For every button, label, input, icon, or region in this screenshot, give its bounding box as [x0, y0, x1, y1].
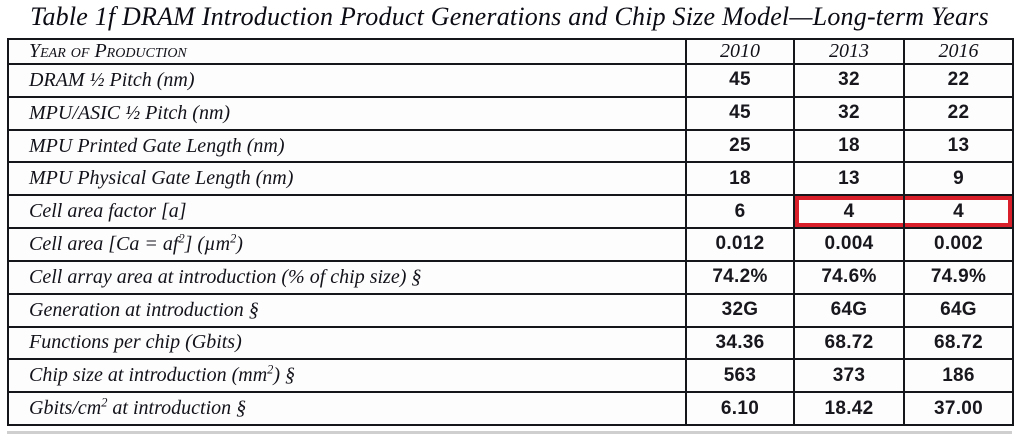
value-cell: 22	[903, 63, 1014, 98]
value-cell: 32G	[685, 292, 795, 328]
row-label: MPU Physical Gate Length (nm)	[7, 161, 687, 197]
value-cell: 74.9%	[903, 259, 1014, 295]
column-header-2010: 2010	[685, 38, 795, 65]
column-header-year-of-production: Year of Production	[7, 38, 687, 65]
table-row-cell-area-factor: Cell area factor [a] 6 4 4	[7, 194, 1014, 230]
table-row: Cell area [Ca = af2] (µm2) 0.012 0.004 0…	[7, 227, 1014, 262]
table-row: Functions per chip (Gbits) 34.36 68.72 6…	[7, 325, 1014, 361]
value-cell: 64G	[903, 292, 1014, 328]
value-cell: 0.012	[685, 227, 795, 262]
row-label: Gbits/cm2 at introduction §	[7, 391, 687, 426]
value-cell: 74.2%	[685, 259, 795, 295]
dram-product-generations-table: Year of Production 2010 2013 2016 DRAM ½…	[7, 38, 1014, 426]
value-cell: 32	[793, 63, 905, 98]
table-row: MPU Physical Gate Length (nm) 18 13 9	[7, 161, 1014, 197]
table-row: Generation at introduction § 32G 64G 64G	[7, 292, 1014, 328]
table-row: MPU Printed Gate Length (nm) 25 18 13	[7, 128, 1014, 164]
value-cell-highlighted: 4	[903, 194, 1014, 230]
value-cell: 64G	[793, 292, 905, 328]
row-label: Cell area factor [a]	[7, 194, 687, 230]
value-cell: 32	[793, 95, 905, 131]
table-title: Table 1f DRAM Introduction Product Gener…	[30, 2, 989, 31]
value-cell: 13	[793, 161, 905, 197]
value-cell: 18	[793, 128, 905, 164]
value-cell: 74.6%	[793, 259, 905, 295]
row-label: MPU Printed Gate Length (nm)	[7, 128, 687, 164]
row-label: Chip size at introduction (mm2) §	[7, 358, 687, 394]
value-cell: 563	[685, 358, 795, 394]
row-label: Functions per chip (Gbits)	[7, 325, 687, 361]
column-header-2016: 2016	[903, 38, 1014, 65]
value-cell: 45	[685, 63, 795, 98]
column-header-2013: 2013	[793, 38, 905, 65]
table-row: Gbits/cm2 at introduction § 6.10 18.42 3…	[7, 391, 1014, 426]
row-label: MPU/ASIC ½ Pitch (nm)	[7, 95, 687, 131]
table-row: MPU/ASIC ½ Pitch (nm) 45 32 22	[7, 95, 1014, 131]
value-cell: 37.00	[903, 391, 1014, 426]
value-cell: 13	[903, 128, 1014, 164]
value-cell: 25	[685, 128, 795, 164]
value-cell: 18	[685, 161, 795, 197]
value-cell: 6	[685, 194, 795, 230]
value-cell: 34.36	[685, 325, 795, 361]
value-cell: 0.004	[793, 227, 905, 262]
value-cell: 373	[793, 358, 905, 394]
value-cell: 45	[685, 95, 795, 131]
table-row: Chip size at introduction (mm2) § 563 37…	[7, 358, 1014, 394]
row-label: Cell area [Ca = af2] (µm2)	[7, 227, 687, 262]
table-row: Cell array area at introduction (% of ch…	[7, 259, 1014, 295]
row-label: Generation at introduction §	[7, 292, 687, 328]
value-cell: 68.72	[903, 325, 1014, 361]
value-cell: 68.72	[793, 325, 905, 361]
value-cell: 18.42	[793, 391, 905, 426]
table-row: DRAM ½ Pitch (nm) 45 32 22	[7, 63, 1014, 98]
value-cell-highlighted: 4	[793, 194, 905, 230]
value-cell: 22	[903, 95, 1014, 131]
row-label: DRAM ½ Pitch (nm)	[7, 63, 687, 98]
value-cell: 9	[903, 161, 1014, 197]
cutoff-next-row-remnant	[7, 431, 1012, 434]
value-cell: 186	[903, 358, 1014, 394]
value-cell: 6.10	[685, 391, 795, 426]
row-label: Cell array area at introduction (% of ch…	[7, 259, 687, 295]
value-cell: 0.002	[903, 227, 1014, 262]
header-row: Year of Production 2010 2013 2016	[7, 38, 1014, 65]
